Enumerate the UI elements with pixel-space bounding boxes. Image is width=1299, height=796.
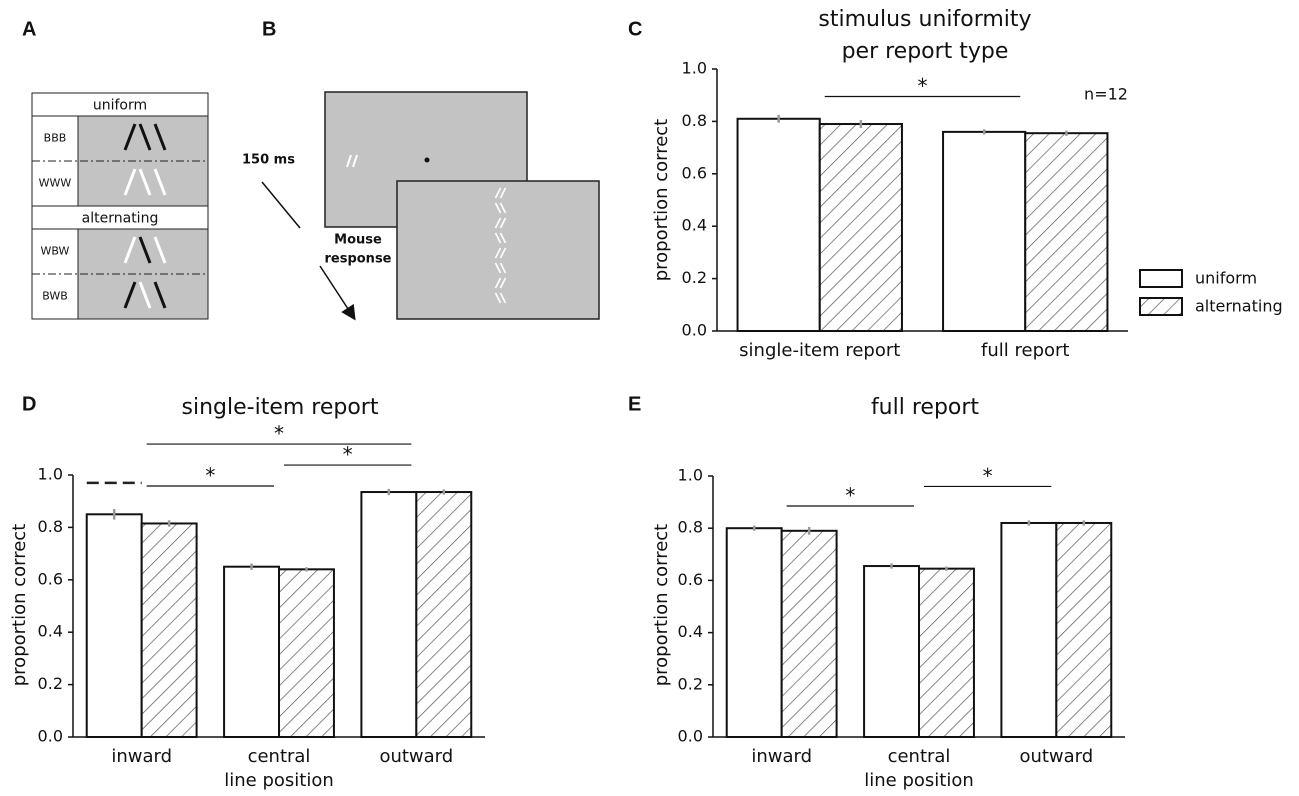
bar <box>142 523 197 737</box>
panel-label: E <box>628 393 641 415</box>
bar <box>864 566 919 737</box>
y-tick-label: 0.4 <box>682 216 707 235</box>
y-tick-label: 0.2 <box>38 674 63 693</box>
bar <box>943 132 1025 331</box>
x-axis-label: line position <box>224 770 334 791</box>
row-label: WWW <box>39 177 72 190</box>
x-tick-label: outward <box>1019 746 1093 767</box>
y-tick-label: 1.0 <box>682 59 707 78</box>
y-tick-label: 0.4 <box>678 622 703 641</box>
chart-title: per report type <box>842 39 1009 64</box>
x-tick-label: central <box>888 746 951 767</box>
chart-title: stimulus uniformity <box>818 7 1031 32</box>
x-tick-label: inward <box>751 746 812 767</box>
y-tick-label: 0.8 <box>682 111 707 130</box>
y-tick-label: 0.0 <box>38 727 63 746</box>
y-axis-label: proportion correct <box>651 524 672 687</box>
y-tick-label: 0.6 <box>38 569 63 588</box>
y-tick-label: 1.0 <box>38 465 63 484</box>
row-label: BBB <box>44 132 67 145</box>
y-tick-label: 0.8 <box>38 517 63 536</box>
y-tick-label: 0.0 <box>678 727 703 746</box>
section-title: alternating <box>82 211 159 227</box>
y-tick-label: 0.0 <box>682 321 707 340</box>
x-tick-label: inward <box>111 746 172 767</box>
y-tick-label: 0.2 <box>682 268 707 287</box>
figure: B 150 ms Mouse response Auniform BBB WWW al… <box>0 0 1299 796</box>
response-label: response <box>324 252 391 267</box>
panel-label: B <box>262 18 276 40</box>
bar <box>1001 523 1056 737</box>
timing-label: 150 ms <box>242 153 295 168</box>
x-tick-label: outward <box>379 746 453 767</box>
annotation: n=12 <box>1084 85 1128 104</box>
bar <box>820 124 902 331</box>
y-tick-label: 0.2 <box>678 674 703 693</box>
legend-swatch <box>1140 270 1182 287</box>
time-arrow <box>320 266 354 318</box>
response-label: Mouse <box>334 233 382 248</box>
bar <box>224 567 279 737</box>
bar <box>87 514 142 737</box>
time-line <box>262 182 300 228</box>
bar <box>782 531 837 737</box>
legend-label: uniform <box>1195 269 1257 288</box>
significance-label: * <box>918 74 928 98</box>
significance-label: * <box>274 422 284 446</box>
y-tick-label: 1.0 <box>678 466 703 485</box>
bar <box>727 528 782 737</box>
bar <box>738 119 820 331</box>
row-label: BWB <box>42 290 68 303</box>
y-tick-label: 0.6 <box>682 163 707 182</box>
significance-label: * <box>845 484 855 508</box>
fixation <box>425 158 430 163</box>
chart-title: full report <box>871 395 979 420</box>
significance-label: * <box>983 464 993 488</box>
section-title: uniform <box>93 98 147 114</box>
y-tick-label: 0.4 <box>38 622 63 641</box>
y-tick-label: 0.8 <box>678 518 703 537</box>
y-axis-label: proportion correct <box>9 524 30 687</box>
panel-label: A <box>22 18 36 40</box>
y-tick-label: 0.6 <box>678 570 703 589</box>
panel-label: C <box>628 18 642 40</box>
x-axis-label: line position <box>864 770 974 791</box>
significance-label: * <box>343 443 353 467</box>
legend-swatch <box>1140 298 1182 315</box>
chart-title: single-item report <box>182 395 379 420</box>
legend-label: alternating <box>1195 297 1283 316</box>
bar <box>1056 523 1111 737</box>
x-tick-label: single-item report <box>739 340 900 361</box>
significance-label: * <box>205 464 215 488</box>
panel-b: B 150 ms Mouse response <box>242 18 599 319</box>
y-axis-label: proportion correct <box>651 119 672 282</box>
bar <box>361 492 416 737</box>
bar <box>416 492 471 737</box>
bar <box>279 569 334 737</box>
bar <box>919 569 974 737</box>
panel-label: D <box>22 393 36 415</box>
bar <box>1025 133 1107 331</box>
x-tick-label: full report <box>981 340 1069 361</box>
x-tick-label: central <box>248 746 311 767</box>
row-label: WBW <box>41 245 70 258</box>
